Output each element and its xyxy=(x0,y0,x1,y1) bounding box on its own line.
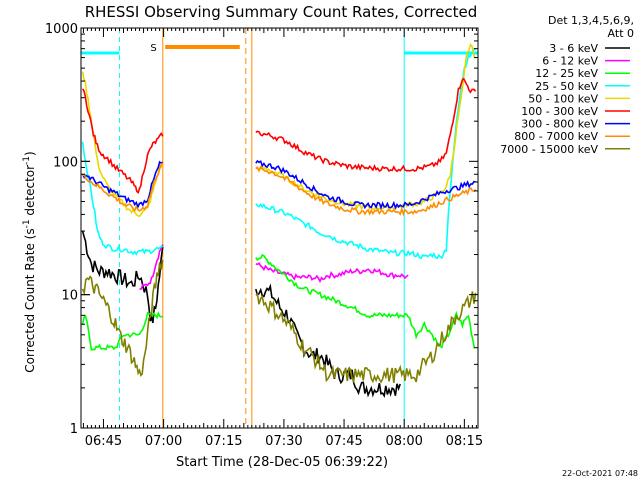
legend-entry-label: 6 - 12 keV xyxy=(542,55,598,68)
saa-flag-marker: S xyxy=(150,43,156,54)
y-axis-label-main: Corrected Count Rate (s xyxy=(23,228,37,372)
y-axis-label-sup2: -1 xyxy=(22,156,32,165)
y-tick-label: 10 xyxy=(61,289,78,304)
legend-entry-label: 3 - 6 keV xyxy=(549,42,598,55)
series-line-8 xyxy=(82,162,477,217)
legend-header-detectors: Det 1,3,4,5,6,9, xyxy=(548,14,634,27)
legend-entry-label: 100 - 300 keV xyxy=(521,105,598,118)
legend-entry-label: 800 - 7000 keV xyxy=(514,130,598,143)
series-line-6 xyxy=(81,77,477,194)
legend-header-attenuator: Att 0 xyxy=(608,27,634,40)
svg-text:Corrected Count Rate (s-1 dete: Corrected Count Rate (s-1 detector-1) xyxy=(22,151,37,372)
x-axis-label: Start Time (28-Dec-05 06:39:22) xyxy=(176,455,388,470)
y-axis-label-end: ) xyxy=(23,151,37,156)
series-line-4 xyxy=(81,47,477,260)
x-tick-label: 07:15 xyxy=(205,434,242,449)
legend-entry-label: 7000 - 15000 keV xyxy=(500,143,598,156)
x-tick-label: 07:30 xyxy=(265,434,302,449)
legend-entry-label: 25 - 50 keV xyxy=(535,80,598,93)
x-tick-label: 06:45 xyxy=(85,434,122,449)
y-tick-label: 100 xyxy=(53,155,78,170)
legend-entry-label: 12 - 25 keV xyxy=(535,67,598,80)
plot-frame xyxy=(80,27,479,429)
legend-entry-label: 50 - 100 keV xyxy=(528,92,598,105)
series-line-5 xyxy=(81,42,477,218)
series-line-1 xyxy=(81,230,401,399)
chart-title: RHESSI Observing Summary Count Rates, Co… xyxy=(85,3,478,21)
y-axis-label-sup1: -1 xyxy=(22,219,32,228)
x-tick-label: 08:00 xyxy=(385,434,422,449)
x-tick-label: 07:45 xyxy=(325,434,362,449)
legend-entry-label: 300 - 800 keV xyxy=(521,118,598,131)
series-line-7 xyxy=(81,159,476,211)
series-line-9 xyxy=(81,259,477,384)
x-tick-label: 08:15 xyxy=(446,434,483,449)
y-axis-label: Corrected Count Rate (s-1 detector-1) xyxy=(22,151,37,372)
y-tick-label: 1000 xyxy=(45,22,78,37)
x-tick-label: 07:00 xyxy=(145,434,182,449)
series-line-3 xyxy=(81,253,476,351)
generation-timestamp: 22-Oct-2021 07:48 xyxy=(562,469,638,478)
y-tick-label: 1 xyxy=(70,422,78,437)
y-axis-label-mid: detector xyxy=(23,165,37,220)
